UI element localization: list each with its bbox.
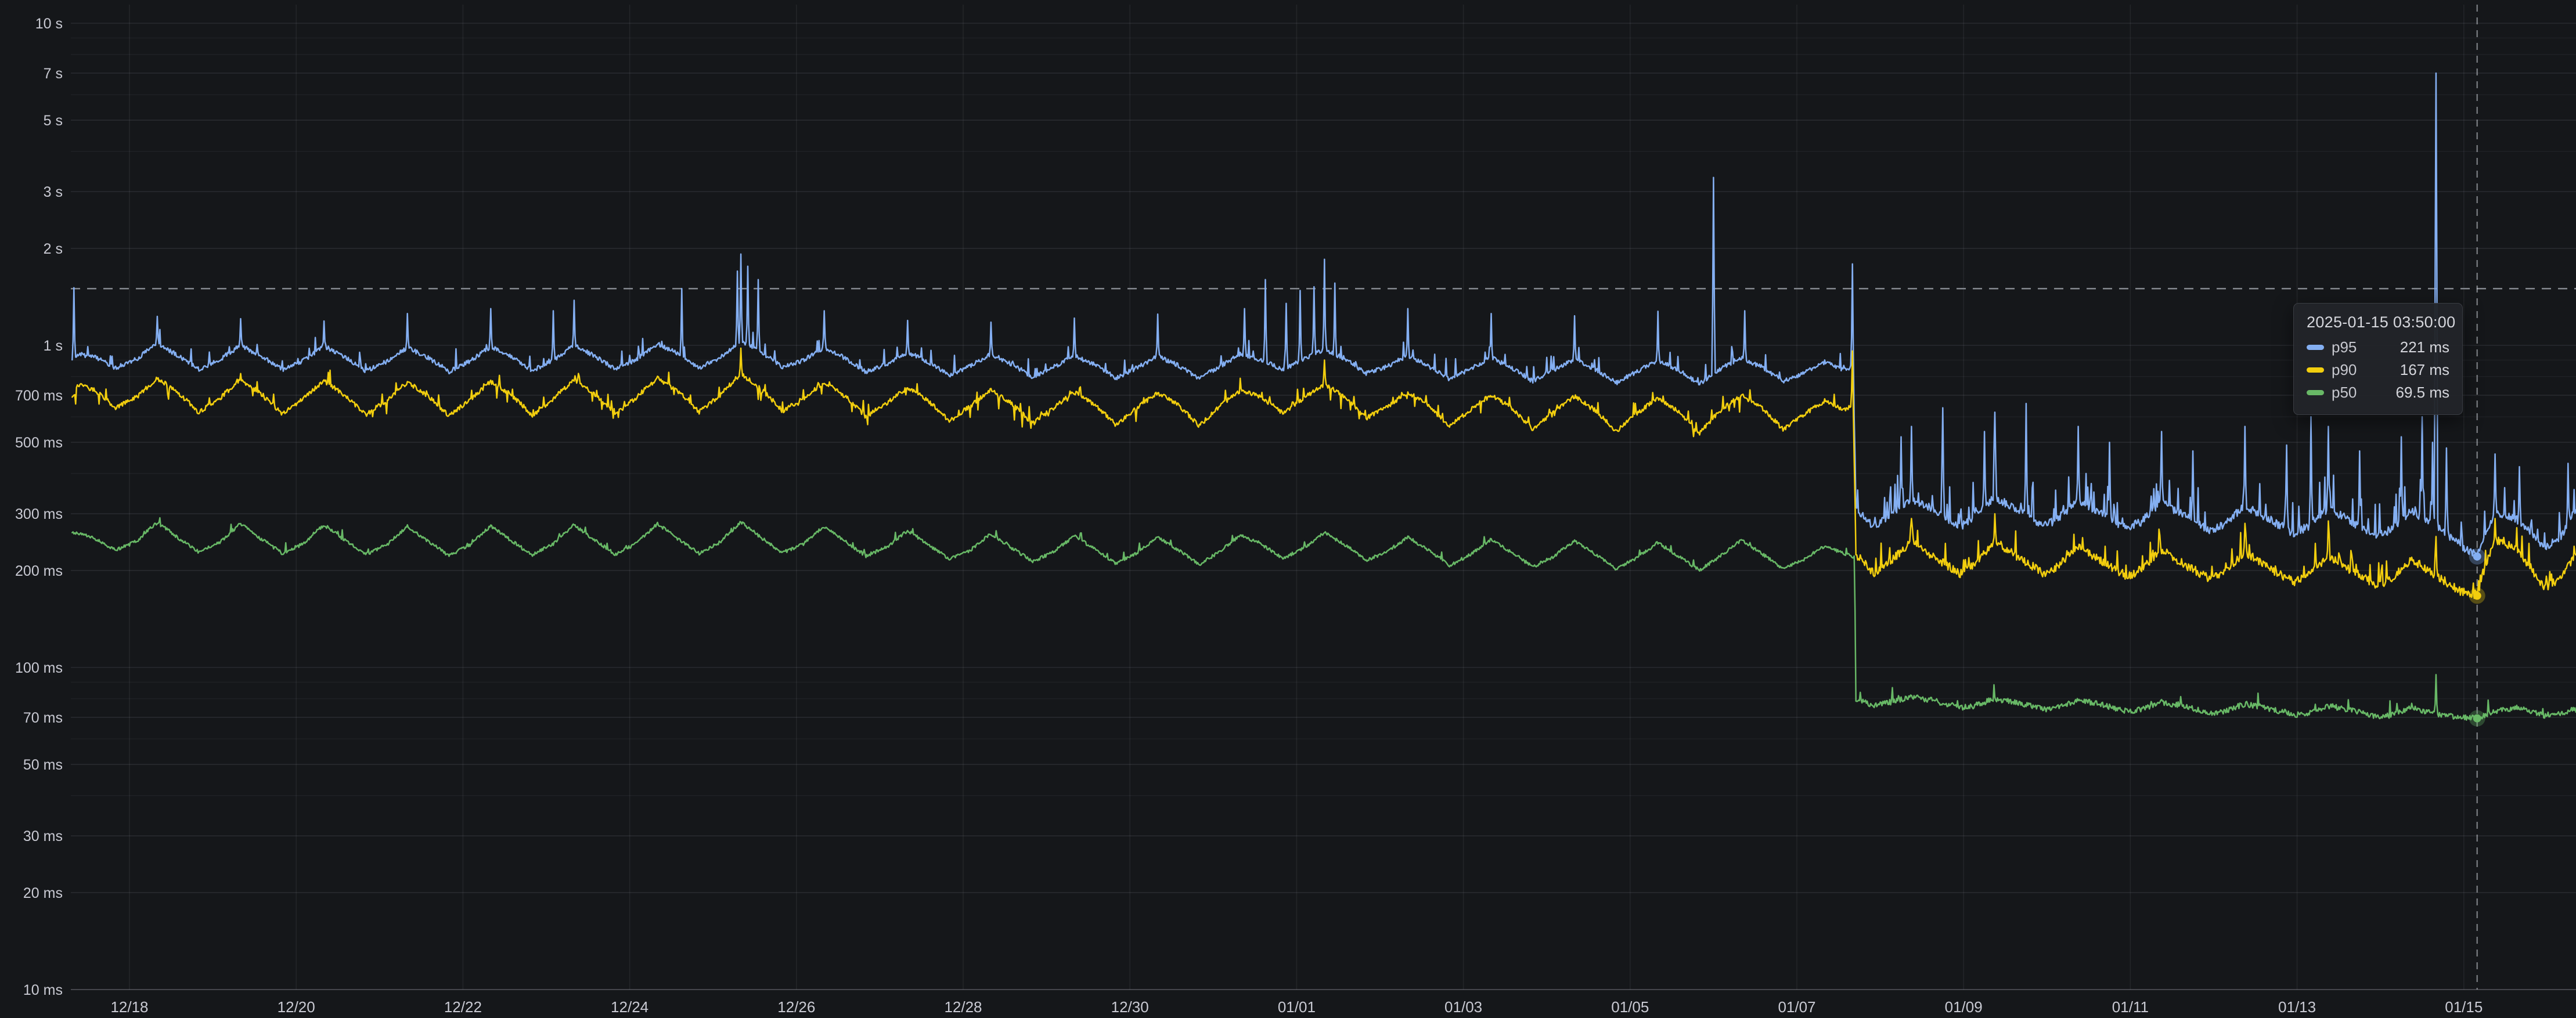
x-tick-label: 12/20: [278, 998, 315, 1016]
y-tick-label: 300 ms: [15, 506, 63, 522]
y-tick-label: 70 ms: [23, 710, 63, 726]
x-tick-label: 01/01: [1278, 998, 1316, 1016]
tooltip-series-value: 167 ms: [2400, 361, 2449, 378]
tooltip-series-value: 221 ms: [2400, 338, 2449, 356]
x-tick-label: 01/09: [1945, 998, 1983, 1016]
p95-line: [71, 72, 2576, 560]
p90-color-swatch: [2307, 367, 2324, 373]
chart-tooltip: 2025-01-15 03:50:00 p95 221 ms p90 167 m…: [2293, 303, 2463, 415]
y-tick-label: 200 ms: [15, 563, 63, 579]
y-gridlines: [71, 23, 2576, 990]
p50-line: [71, 517, 2576, 721]
x-tick-label: 12/28: [944, 998, 982, 1016]
y-tick-label: 5 s: [44, 113, 63, 129]
p90-line: [71, 347, 2576, 600]
tooltip-series-label: p90: [2332, 361, 2357, 378]
y-axis-labels: 10 s 7 s 5 s 3 s 2 s 1 s 700 ms 500 ms 300 ms 200…: [15, 16, 63, 998]
y-tick-label: 500 ms: [15, 435, 63, 451]
tooltip-series-value: 69.5 ms: [2395, 384, 2450, 401]
x-tick-label: 01/05: [1611, 998, 1649, 1016]
hover-point-dots: [2469, 548, 2485, 727]
y-tick-label: 7 s: [44, 66, 63, 82]
p95-color-swatch: [2307, 345, 2324, 350]
p50-color-swatch: [2307, 390, 2324, 395]
x-tick-label: 01/13: [2278, 998, 2316, 1016]
y-tick-label: 20 ms: [23, 885, 63, 901]
tooltip-series-label: p95: [2332, 338, 2357, 356]
tooltip-row: p90 167 ms: [2307, 361, 2449, 379]
y-tick-label: 50 ms: [23, 757, 63, 773]
x-tick-label: 12/18: [110, 998, 148, 1016]
tooltip-row: p50 69.5 ms: [2307, 384, 2449, 402]
series-lines: [71, 72, 2576, 721]
tooltip-timestamp: 2025-01-15 03:50:00: [2307, 313, 2456, 331]
x-tick-label: 12/24: [611, 998, 648, 1016]
x-gridlines: [129, 5, 2465, 990]
y-tick-label: 30 ms: [23, 828, 63, 844]
x-tick-label: 01/15: [2445, 998, 2483, 1016]
y-tick-label: 100 ms: [15, 660, 63, 676]
y-tick-label: 700 ms: [15, 388, 63, 404]
y-tick-label: 10 ms: [23, 982, 63, 998]
tooltip-row: p95 221 ms: [2307, 338, 2449, 356]
y-tick-label: 2 s: [44, 241, 63, 257]
y-tick-label: 3 s: [44, 184, 63, 200]
x-tick-label: 12/22: [444, 998, 482, 1016]
y-tick-label: 10 s: [35, 16, 63, 32]
tooltip-series-label: p50: [2332, 384, 2357, 401]
x-tick-label: 01/03: [1444, 998, 1482, 1016]
x-tick-label: 01/11: [2112, 998, 2149, 1016]
x-tick-label: 01/07: [1778, 998, 1815, 1016]
x-tick-label: 12/30: [1111, 998, 1149, 1016]
x-axis-labels: 12/18 12/20 12/22 12/24 12/26 12/28 12/30 01/01…: [110, 998, 2483, 1016]
x-tick-label: 12/26: [777, 998, 815, 1016]
y-tick-label: 1 s: [44, 338, 63, 354]
